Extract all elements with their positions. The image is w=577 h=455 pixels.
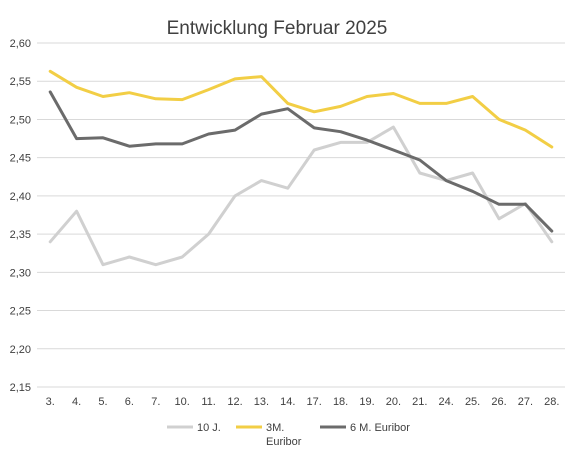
- chart-title: Entwicklung Februar 2025: [167, 18, 388, 39]
- y-tick-label: 2,55: [10, 76, 31, 88]
- series-line-0: [48, 125, 554, 267]
- y-tick-label: 2,40: [10, 191, 31, 203]
- y-tick-label: 2,35: [10, 229, 31, 241]
- x-tick-label: 24.: [439, 396, 454, 408]
- x-tick-label: 17.: [307, 396, 322, 408]
- x-tick-label: 28.: [544, 396, 559, 408]
- y-tick-label: 2,50: [10, 114, 31, 126]
- x-tick-label: 19.: [359, 396, 374, 408]
- x-tick-label: 5.: [98, 396, 107, 408]
- y-axis-ticks: 2,15 2,20 2,25 2,30 2,35 2,40 2,45 2,50 2,55 2,60: [10, 38, 31, 394]
- y-tick-label: 2,45: [10, 153, 31, 165]
- legend-label-0: 10 J.: [197, 422, 221, 434]
- legend: 10 J. 3M. Euribor 6 M. Euribor: [167, 422, 410, 448]
- legend-label-1: 3M.: [266, 422, 284, 434]
- legend-label-2: 6 M. Euribor: [350, 422, 410, 434]
- y-tick-label: 2,60: [10, 38, 31, 50]
- x-tick-label: 20.: [386, 396, 401, 408]
- x-tick-label: 18.: [333, 396, 348, 408]
- series-line-2: [48, 90, 554, 233]
- x-tick-label: 12.: [227, 396, 242, 408]
- x-tick-label: 21.: [412, 396, 427, 408]
- y-tick-label: 2,25: [10, 306, 31, 318]
- x-tick-label: 6.: [125, 396, 134, 408]
- x-tick-label: 13.: [254, 396, 269, 408]
- x-tick-label: 14.: [280, 396, 295, 408]
- x-tick-label: 27.: [518, 396, 533, 408]
- x-tick-label: 11.: [201, 396, 215, 408]
- y-tick-label: 2,20: [10, 344, 31, 356]
- series-lines: [48, 69, 554, 267]
- legend-label-1: Euribor: [266, 436, 302, 448]
- x-tick-label: 3.: [46, 396, 55, 408]
- x-tick-label: 26.: [491, 396, 506, 408]
- x-tick-label: 25.: [465, 396, 480, 408]
- x-tick-label: 4.: [72, 396, 81, 408]
- y-tick-label: 2,30: [10, 267, 31, 279]
- series-line-1: [48, 69, 554, 149]
- y-tick-label: 2,15: [10, 382, 31, 394]
- x-tick-label: 10.: [175, 396, 190, 408]
- x-tick-label: 7.: [151, 396, 160, 408]
- gridlines: [37, 42, 565, 388]
- x-axis-ticks: 3. 4. 5. 6. 7. 10. 11. 12. 13. 14. 17. 18. 19. 20. 21.…: [46, 396, 560, 408]
